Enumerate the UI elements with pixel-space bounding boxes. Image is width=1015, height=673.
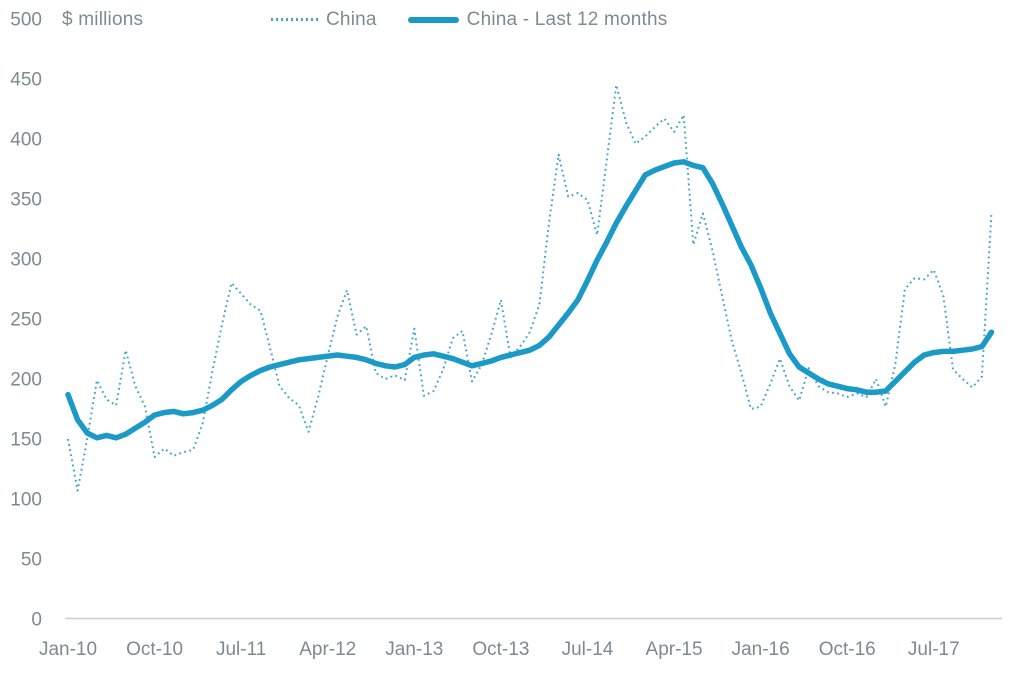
x-axis-tick-label: Jan-16 — [732, 639, 790, 660]
y-axis-tick-label: 450 — [10, 70, 42, 91]
x-axis-tick-label: Jan-13 — [385, 639, 443, 660]
y-axis-tick-label: 500 — [10, 10, 42, 31]
solid-line-swatch-icon — [407, 16, 459, 23]
y-axis-tick-label: 300 — [10, 250, 42, 271]
legend-label-china-last-12-months: China - Last 12 months — [466, 8, 668, 30]
y-axis-tick-label: 200 — [10, 370, 42, 391]
y-axis-tick-label: 150 — [10, 430, 42, 451]
y-axis-tick-label: 0 — [31, 610, 42, 631]
x-axis-tick-label: Apr-15 — [646, 639, 703, 660]
y-axis-tick-label: 50 — [21, 550, 42, 571]
dotted-line-swatch-icon — [271, 18, 319, 21]
chart-legend: China China - Last 12 months — [271, 7, 668, 32]
x-axis-tick-label: Jul-11 — [216, 639, 266, 660]
y-axis-tick-label: 400 — [10, 130, 42, 151]
china-monthly-series-line — [67, 84, 993, 492]
y-axis-tick-label: 100 — [10, 490, 42, 511]
y-axis-tick-label: 250 — [10, 310, 42, 331]
x-axis-tick-label: Jul-14 — [562, 639, 614, 660]
legend-item-china-last-12-months: China - Last 12 months — [407, 8, 668, 31]
legend-label-china: China — [326, 8, 377, 30]
x-axis-tick-label: Jul-17 — [908, 639, 960, 660]
x-axis-tick-label: Oct-13 — [472, 639, 529, 660]
legend-item-china: China — [271, 9, 377, 31]
y-axis-tick-label: 350 — [10, 190, 42, 211]
x-axis-tick-label: Oct-10 — [126, 639, 183, 660]
china-last-12-months-series-line — [65, 159, 995, 441]
x-axis-tick-label: Apr-12 — [299, 639, 356, 660]
x-axis-tick-label: Oct-16 — [819, 639, 876, 660]
x-axis-tick-label: Jan-10 — [39, 639, 97, 660]
y-axis-title: $ millions — [62, 8, 144, 30]
